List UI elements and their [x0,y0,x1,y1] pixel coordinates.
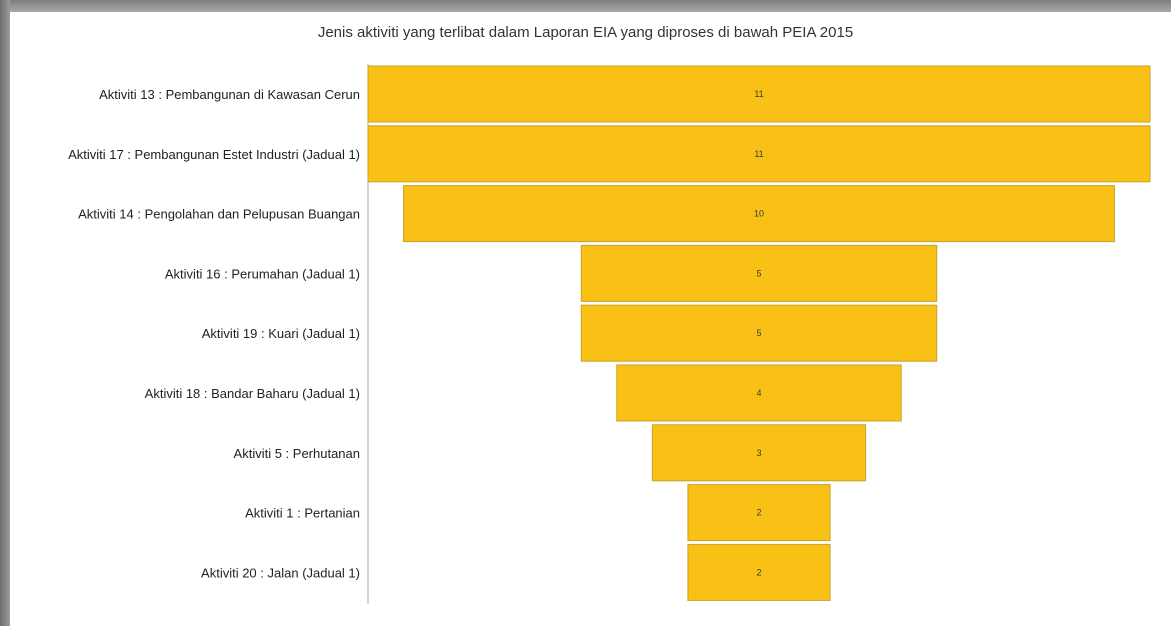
category-label: Aktiviti 5 : Perhutanan [234,446,360,461]
funnel-bar [616,364,902,422]
funnel-bar [580,304,938,362]
data-label: 11 [754,89,763,99]
bars-group: 11 Aktiviti 13 : Pembangunan di Kawasan C… [68,65,1151,601]
category-label: Aktiviti 13 : Pembangunan di Kawasan Cer… [99,87,360,102]
funnel-bar [651,424,867,482]
category-label: Aktiviti 17 : Pembangunan Estet Industri… [68,147,360,162]
funnel-bar [580,244,938,302]
data-label: 5 [756,268,761,278]
data-label: 2 [756,567,761,577]
funnel-bar [367,65,1151,123]
funnel-bar [367,125,1151,183]
data-label: 5 [756,328,761,338]
category-label: Aktiviti 16 : Perumahan (Jadual 1) [165,266,360,281]
data-label: 11 [754,149,763,159]
window-frame-top [0,0,1171,12]
funnel-bar [687,543,831,601]
category-label: Aktiviti 19 : Kuari (Jadual 1) [202,326,360,341]
funnel-bar [403,185,1115,243]
data-label: 10 [754,209,764,219]
window-frame-left [0,0,10,626]
category-label: Aktiviti 18 : Bandar Baharu (Jadual 1) [145,386,360,401]
category-label: Aktiviti 1 : Pertanian [245,506,360,521]
category-label: Aktiviti 14 : Pengolahan dan Pelupusan B… [78,207,360,222]
chart-title: Jenis aktiviti yang terlibat dalam Lapor… [317,24,854,41]
category-label: Aktiviti 20 : Jalan (Jadual 1) [201,565,360,580]
data-label: 3 [756,448,761,458]
data-label: 4 [756,388,761,398]
data-label: 2 [756,508,761,518]
funnel-bar [687,484,831,542]
